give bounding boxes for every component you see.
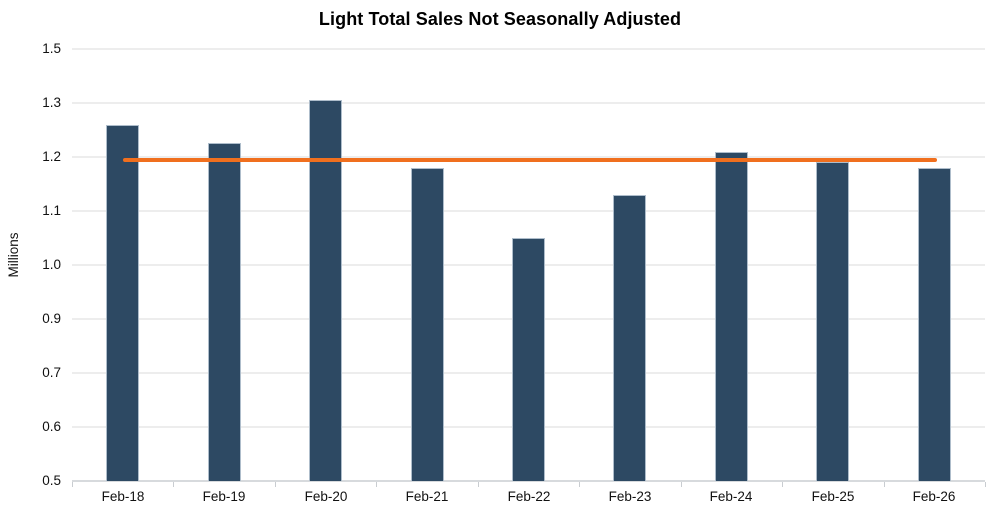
y-tick-label: 0.5 bbox=[42, 473, 61, 488]
bar-feb-24 bbox=[715, 152, 748, 481]
x-tick-label: Feb-19 bbox=[202, 489, 246, 504]
x-axis-line bbox=[72, 480, 985, 482]
bar-feb-21 bbox=[411, 168, 444, 481]
gridline bbox=[72, 210, 985, 212]
y-tick-label: 1.0 bbox=[42, 257, 61, 272]
bar-feb-26 bbox=[918, 168, 951, 481]
x-tick-label: Feb-24 bbox=[709, 489, 753, 504]
plot-area bbox=[72, 48, 985, 482]
x-tick-label: Feb-21 bbox=[405, 489, 449, 504]
gridline bbox=[72, 48, 985, 50]
y-tick-label: 1.5 bbox=[42, 41, 61, 56]
y-tick-label: 0.6 bbox=[42, 419, 61, 434]
x-axis-tick bbox=[884, 482, 885, 487]
bar-feb-18 bbox=[106, 125, 139, 481]
y-tick-label: 1.1 bbox=[42, 203, 61, 218]
bar-feb-22 bbox=[512, 238, 545, 481]
x-axis-tick bbox=[478, 482, 479, 487]
y-axis-title: Millions bbox=[6, 232, 21, 278]
reference-line bbox=[123, 158, 937, 162]
x-tick-label: Feb-18 bbox=[101, 489, 145, 504]
y-tick-label: 0.9 bbox=[42, 311, 61, 326]
x-axis-tick bbox=[782, 482, 783, 487]
x-axis-tick bbox=[275, 482, 276, 487]
x-axis-tick bbox=[681, 482, 682, 487]
x-axis-tick bbox=[72, 482, 73, 487]
bar-feb-25 bbox=[816, 162, 849, 481]
gridline bbox=[72, 156, 985, 158]
bar-feb-19 bbox=[208, 143, 241, 481]
x-axis-tick bbox=[985, 482, 986, 487]
y-tick-label: 0.7 bbox=[42, 365, 61, 380]
x-tick-label: Feb-20 bbox=[304, 489, 348, 504]
bar-feb-23 bbox=[613, 195, 646, 481]
x-tick-label: Feb-23 bbox=[608, 489, 652, 504]
x-axis-tick bbox=[579, 482, 580, 487]
x-axis-tick bbox=[173, 482, 174, 487]
x-tick-label: Feb-26 bbox=[912, 489, 956, 504]
gridline bbox=[72, 102, 985, 104]
x-tick-label: Feb-22 bbox=[507, 489, 551, 504]
x-tick-label: Feb-25 bbox=[811, 489, 855, 504]
bar-feb-20 bbox=[309, 100, 342, 481]
y-tick-label: 1.3 bbox=[42, 95, 61, 110]
chart-title: Light Total Sales Not Seasonally Adjuste… bbox=[318, 9, 682, 29]
x-axis-tick bbox=[376, 482, 377, 487]
y-tick-label: 1.2 bbox=[42, 149, 61, 164]
